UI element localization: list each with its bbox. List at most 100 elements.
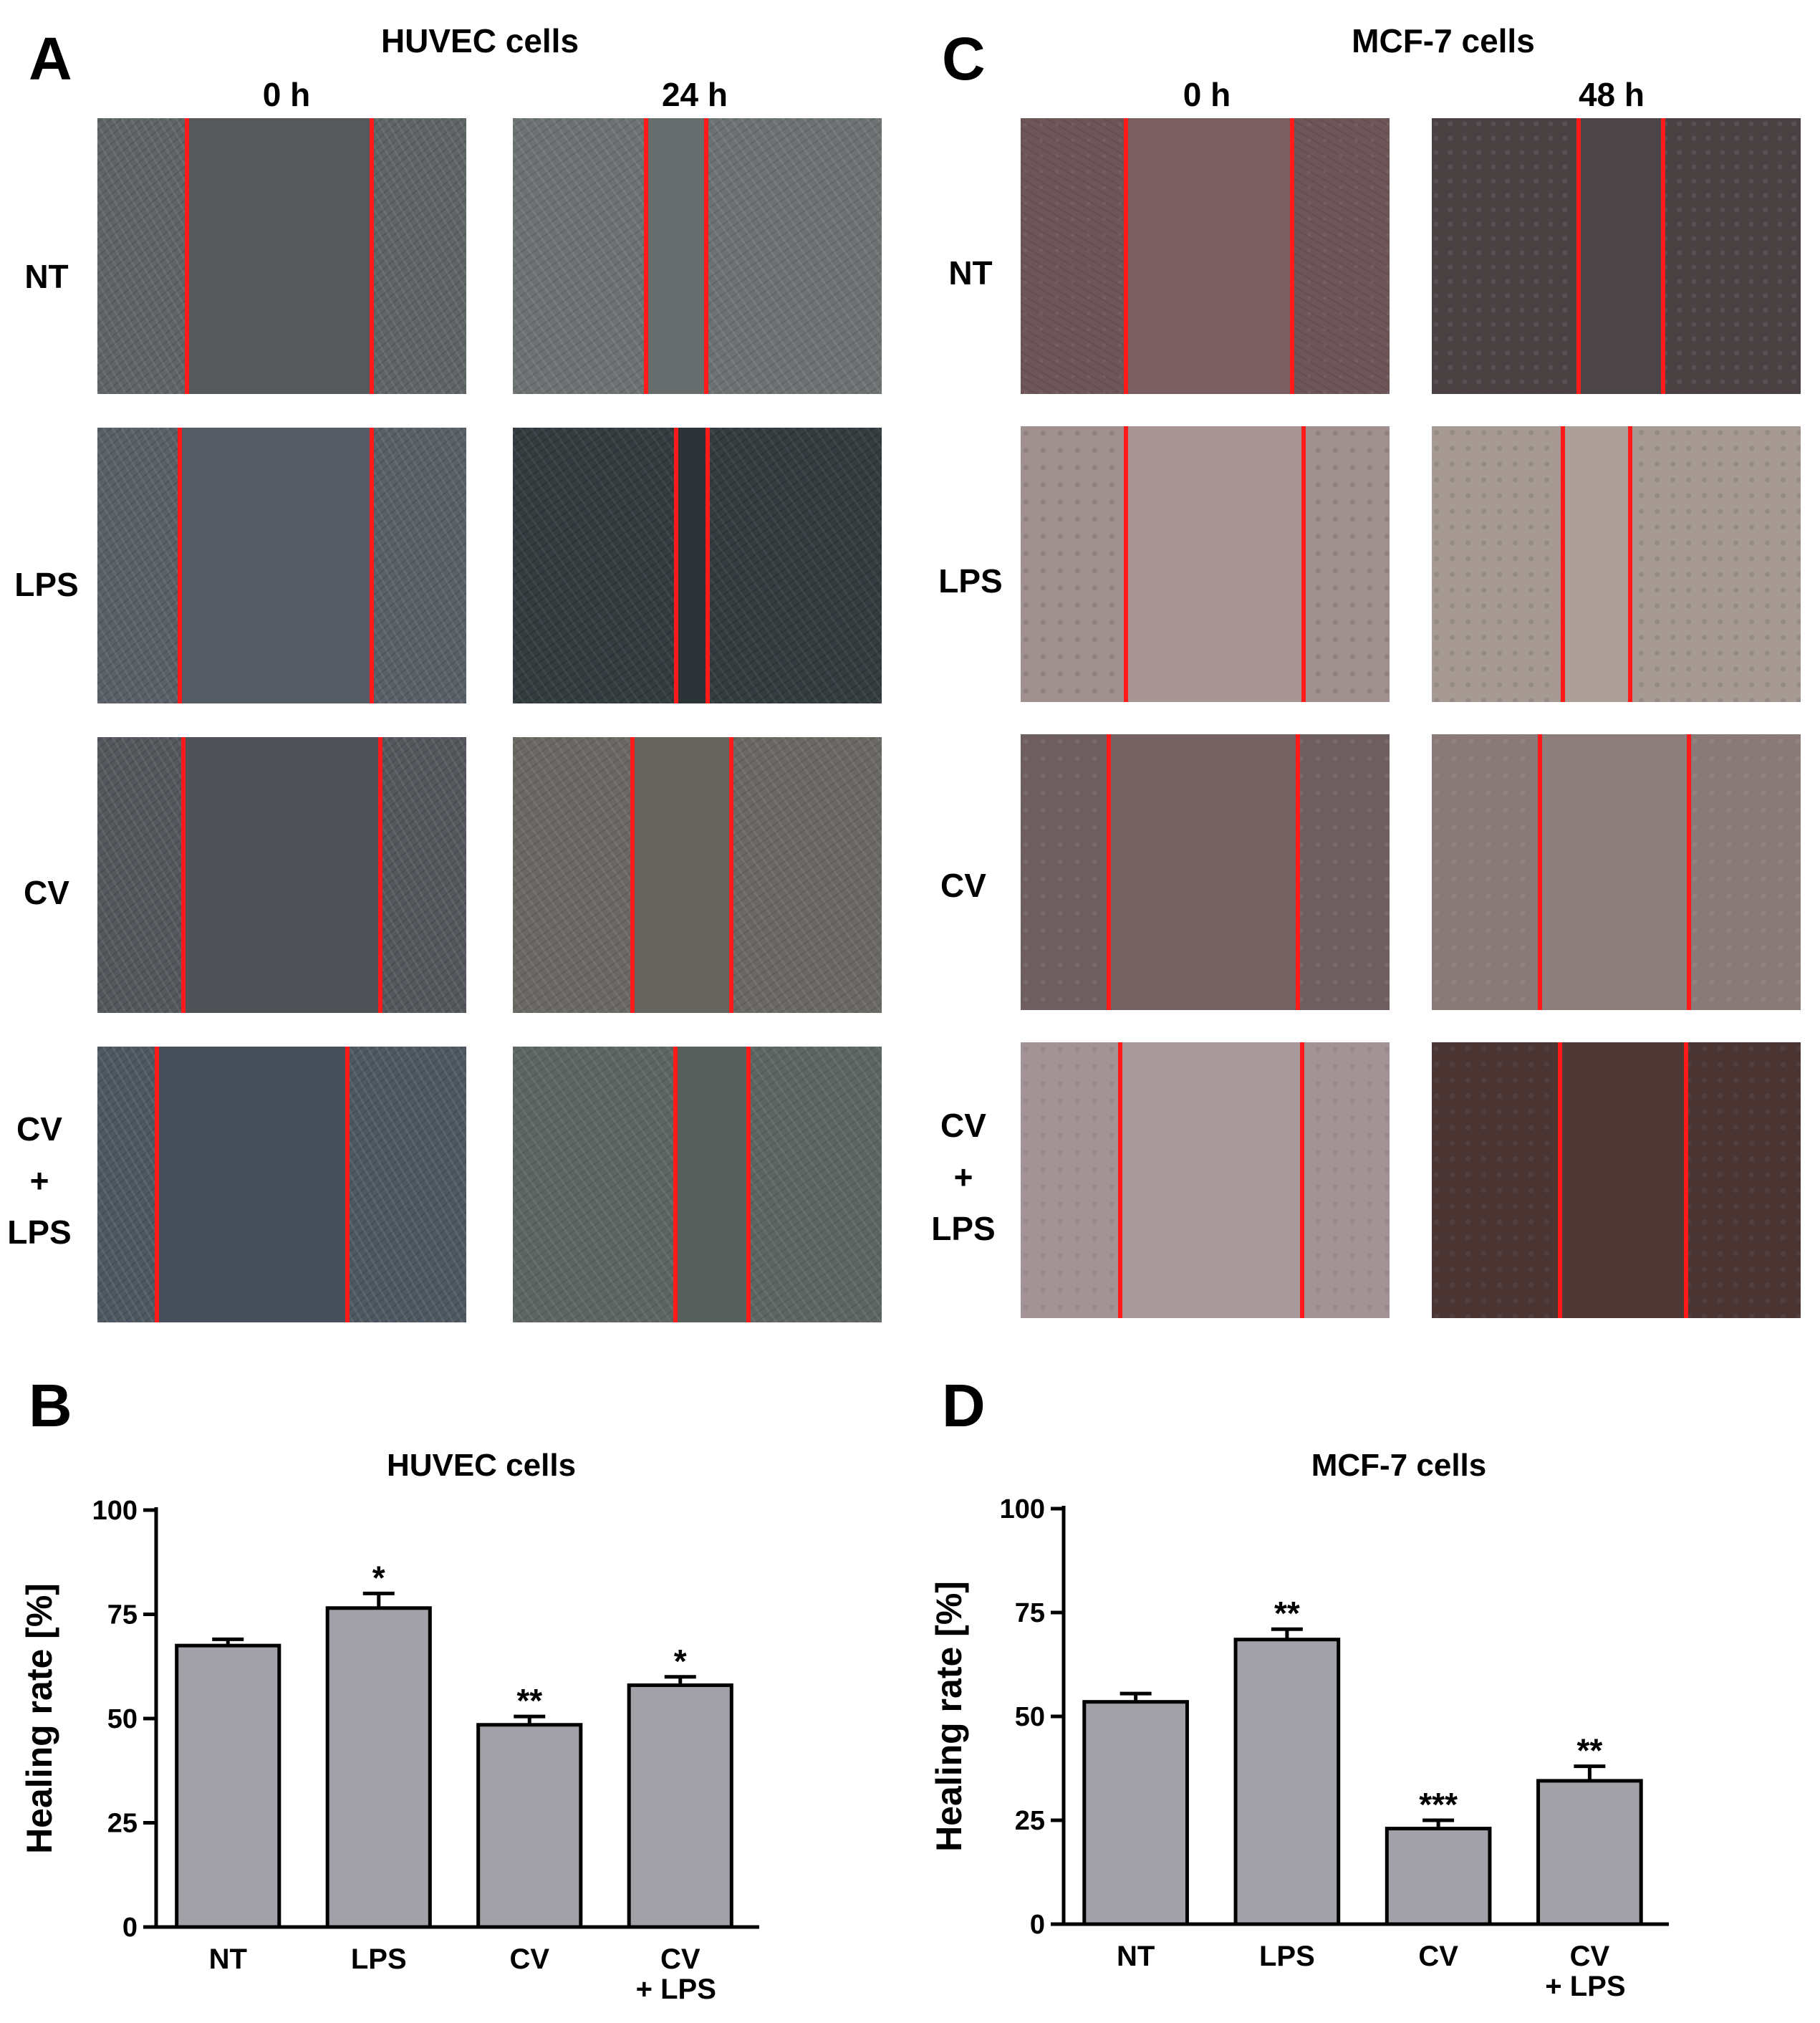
cut-line bbox=[746, 1047, 751, 1322]
cut-line bbox=[1124, 426, 1128, 702]
cut-line bbox=[181, 737, 186, 1013]
cut-line bbox=[630, 737, 635, 1013]
panel-c-time-48h: 48 h bbox=[1578, 76, 1645, 113]
cut-line bbox=[378, 737, 382, 1013]
bar bbox=[1385, 1827, 1492, 1926]
cut-line bbox=[704, 118, 708, 394]
y-tick-label: 50 bbox=[107, 1704, 138, 1734]
mcf7-lps-0h-image bbox=[1021, 426, 1390, 702]
significance-marker: ** bbox=[1576, 1732, 1602, 1769]
cut-line bbox=[1558, 1042, 1562, 1318]
panel-letter-c: C bbox=[942, 25, 986, 92]
significance-marker: ** bbox=[1274, 1595, 1300, 1632]
panel-c-time-0h: 0 h bbox=[1183, 76, 1231, 113]
mcf7-cv-lps-0h-image bbox=[1021, 1042, 1390, 1318]
cut-line bbox=[1684, 1042, 1688, 1318]
mcf7-nt-48h-image bbox=[1432, 118, 1801, 394]
x-tick-label: CV bbox=[660, 1943, 700, 1975]
significance-marker: * bbox=[372, 1559, 385, 1596]
cut-line bbox=[370, 118, 374, 394]
x-tick-label: CV bbox=[509, 1943, 549, 1975]
y-tick-label: 0 bbox=[1030, 1910, 1045, 1940]
panel-c-row-label-nt: NT bbox=[948, 254, 993, 292]
cut-line bbox=[1538, 734, 1542, 1010]
panel-a-row-label-lps: LPS bbox=[14, 566, 79, 603]
cut-line bbox=[345, 1047, 350, 1322]
mcf7-nt-0h-image bbox=[1021, 118, 1390, 394]
bar bbox=[325, 1606, 432, 1929]
bar bbox=[1536, 1779, 1643, 1926]
x-tick-label: LPS bbox=[351, 1943, 407, 1975]
cut-line bbox=[370, 428, 374, 703]
panel-letter-a: A bbox=[29, 25, 72, 92]
huvec-nt-24h-image bbox=[513, 118, 882, 394]
panel-c-title: MCF-7 cells bbox=[1352, 22, 1535, 59]
cut-line bbox=[644, 118, 648, 394]
panel-a-row-label-cv-lps: CV + LPS bbox=[7, 1110, 72, 1251]
cut-line bbox=[1661, 118, 1665, 394]
significance-marker: *** bbox=[1419, 1786, 1458, 1823]
mcf7-lps-48h-image bbox=[1432, 426, 1801, 702]
bar bbox=[627, 1683, 733, 1929]
significance-marker: * bbox=[674, 1643, 687, 1680]
chart-title: MCF-7 cells bbox=[1311, 1448, 1487, 1483]
huvec-lps-0h-image bbox=[97, 428, 466, 703]
panel-a-time-24h: 24 h bbox=[661, 76, 728, 113]
cut-line bbox=[1628, 426, 1632, 702]
x-tick-label: CV bbox=[1418, 1941, 1458, 1972]
panel-a-time-0h: 0 h bbox=[262, 76, 311, 113]
cut-line bbox=[729, 737, 733, 1013]
panel-a-title: HUVEC cells bbox=[380, 22, 579, 59]
bar bbox=[476, 1723, 583, 1929]
y-tick-label: 75 bbox=[107, 1600, 138, 1630]
bar bbox=[175, 1643, 281, 1929]
panel-c-row-label-cv: CV bbox=[940, 867, 986, 904]
cut-line bbox=[1107, 734, 1111, 1010]
y-axis-label: Healing rate [%] bbox=[19, 1583, 59, 1854]
x-tick-label: CV bbox=[1570, 1941, 1610, 1972]
mcf7-healing-rate-chart: MCF-7 cells Healing rate [%] 0 25 50 75 100 NT *… bbox=[929, 1448, 1669, 2002]
x-tick-label: + LPS bbox=[1545, 1971, 1625, 2002]
y-tick-label: 25 bbox=[107, 1809, 138, 1839]
cut-line bbox=[155, 1047, 159, 1322]
y-tick-label: 100 bbox=[92, 1496, 138, 1526]
cut-line bbox=[674, 428, 678, 703]
mcf7-cv-0h-image bbox=[1021, 734, 1390, 1010]
panel-c-row-label-cv-lps: CV + LPS bbox=[931, 1107, 996, 1247]
x-tick-label: + LPS bbox=[636, 1974, 716, 2005]
cut-line bbox=[1301, 426, 1306, 702]
chart-title: HUVEC cells bbox=[387, 1448, 576, 1483]
y-tick-label: 50 bbox=[1015, 1702, 1045, 1732]
cut-line bbox=[1576, 118, 1581, 394]
panel-c-row-label-lps: LPS bbox=[938, 562, 1003, 600]
y-tick-label: 75 bbox=[1015, 1598, 1045, 1628]
y-tick-label: 0 bbox=[122, 1913, 138, 1943]
cut-line bbox=[1561, 426, 1565, 702]
bar bbox=[1233, 1638, 1341, 1926]
significance-marker: ** bbox=[516, 1682, 542, 1719]
x-tick-label: LPS bbox=[1259, 1941, 1315, 1972]
cut-line bbox=[1296, 734, 1300, 1010]
cut-line bbox=[185, 118, 189, 394]
huvec-cv-24h-image bbox=[513, 737, 882, 1013]
cut-line bbox=[1300, 1042, 1304, 1318]
cut-line bbox=[178, 428, 182, 703]
bar bbox=[1082, 1700, 1189, 1926]
y-tick-label: 25 bbox=[1015, 1806, 1045, 1836]
y-tick-label: 100 bbox=[1000, 1494, 1045, 1524]
panel-a-row-label-nt: NT bbox=[24, 258, 69, 295]
panel-letter-d: D bbox=[942, 1372, 986, 1439]
huvec-nt-0h-image bbox=[97, 118, 466, 394]
huvec-cv-lps-0h-image bbox=[97, 1047, 466, 1322]
mcf7-cv-lps-48h-image bbox=[1432, 1042, 1801, 1318]
y-axis-label: Healing rate [%] bbox=[929, 1581, 969, 1852]
cut-line bbox=[1118, 1042, 1122, 1318]
huvec-healing-rate-chart: HUVEC cells Healing rate [%] 0 25 50 75 100 NT *… bbox=[19, 1448, 759, 2005]
cut-line bbox=[1290, 118, 1294, 394]
x-tick-label: NT bbox=[209, 1943, 247, 1975]
cut-line bbox=[673, 1047, 678, 1322]
cut-line bbox=[706, 428, 710, 703]
panel-letter-b: B bbox=[29, 1372, 72, 1439]
huvec-cv-0h-image bbox=[97, 737, 466, 1013]
huvec-cv-lps-24h-image bbox=[513, 1047, 882, 1322]
